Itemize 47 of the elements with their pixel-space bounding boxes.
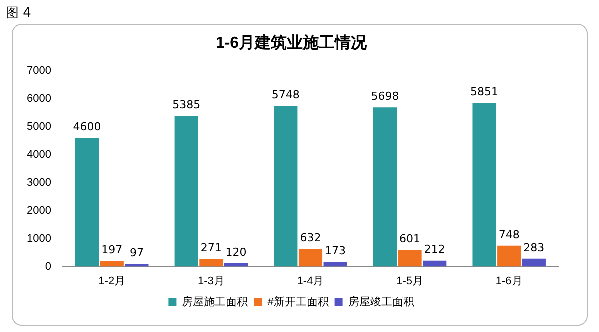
legend-label: #新开工面积 xyxy=(268,296,329,309)
bar xyxy=(100,261,124,267)
y-tick-label: 1000 xyxy=(26,232,52,245)
data-label: 5748 xyxy=(272,88,300,102)
bar xyxy=(373,108,398,267)
bar xyxy=(298,249,323,267)
data-label: 283 xyxy=(524,241,545,254)
y-tick-label: 0 xyxy=(45,260,52,273)
data-label: 632 xyxy=(300,232,322,244)
bar xyxy=(498,246,522,267)
chart-title: 1-6月建筑业施工情况 xyxy=(216,34,368,52)
data-label: 212 xyxy=(424,243,446,256)
bar xyxy=(200,259,224,267)
y-tick-label: 4000 xyxy=(26,149,52,162)
data-label: 5385 xyxy=(172,98,201,112)
data-label: 271 xyxy=(200,242,222,255)
bar xyxy=(472,103,496,267)
bar xyxy=(423,260,447,267)
y-tick-label: 3000 xyxy=(26,177,52,190)
x-tick-label: 1-5月 xyxy=(396,275,424,288)
data-label: 173 xyxy=(325,244,346,258)
y-tick-label: 5000 xyxy=(26,121,52,134)
bar xyxy=(174,116,198,267)
bar xyxy=(274,106,298,267)
y-tick-label: 2000 xyxy=(26,204,52,217)
bar xyxy=(324,262,348,267)
x-tick-label: 1-3月 xyxy=(198,275,225,288)
bar xyxy=(398,250,422,267)
caption: 图 4 xyxy=(6,5,32,22)
bar xyxy=(522,258,546,267)
x-tick-label: 1-2月 xyxy=(98,275,126,288)
x-tick-label: 1-6月 xyxy=(496,275,523,288)
data-label: 601 xyxy=(400,232,421,246)
legend-label: 房屋竣工面积 xyxy=(348,296,414,309)
x-tick-label: 1-4月 xyxy=(297,275,324,288)
data-label: 120 xyxy=(226,246,247,259)
data-label: 197 xyxy=(102,244,123,257)
bar xyxy=(125,264,149,267)
data-label: 5851 xyxy=(470,86,499,99)
bar xyxy=(76,138,100,267)
y-tick-label: 6000 xyxy=(26,93,52,106)
y-tick-label: 7000 xyxy=(26,65,52,78)
data-label: 748 xyxy=(498,228,520,242)
data-label: 4600 xyxy=(73,120,102,134)
data-label: 5698 xyxy=(371,90,400,103)
legend-label: 房屋施工面积 xyxy=(182,296,248,309)
data-label: 97 xyxy=(130,246,144,260)
